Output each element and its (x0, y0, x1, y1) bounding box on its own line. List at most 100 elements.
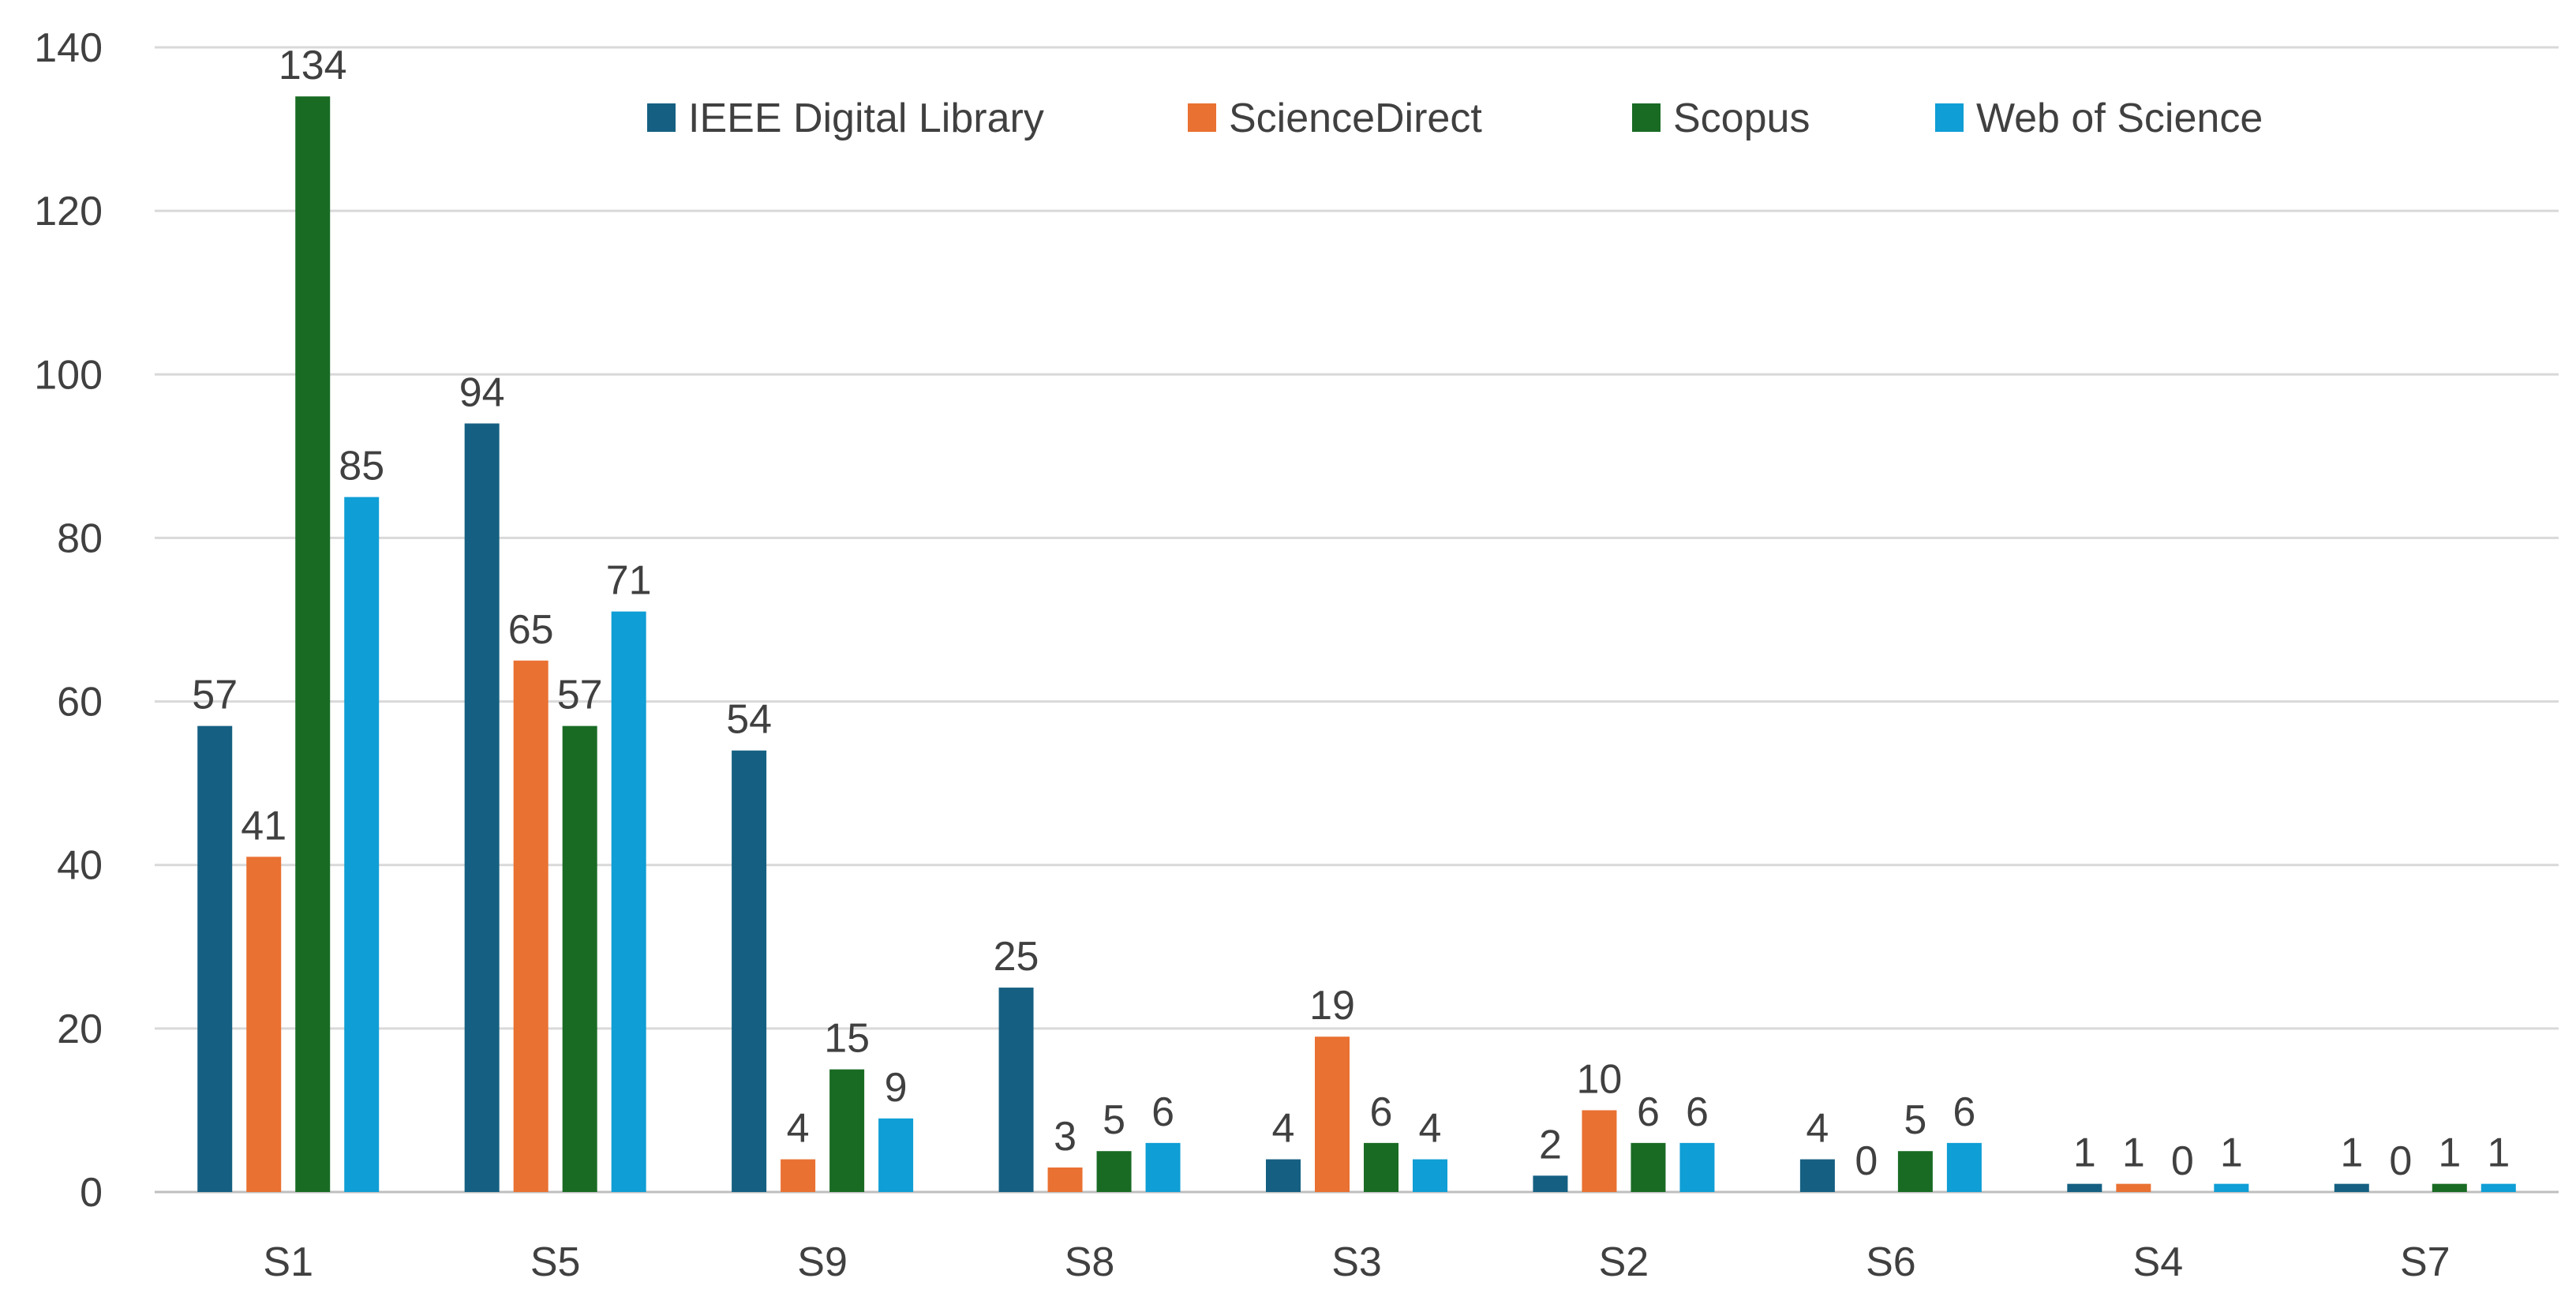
data-label: 57 (557, 673, 603, 718)
bar (1946, 1142, 1982, 1192)
data-label: 5 (1103, 1097, 1125, 1143)
data-label: 4 (1272, 1106, 1295, 1152)
data-label: 4 (1806, 1106, 1829, 1152)
legend-label: IEEE Digital Library (688, 96, 1044, 141)
x-category-label: S9 (797, 1239, 848, 1285)
x-category-label: S3 (1331, 1239, 1382, 1285)
data-label: 1 (2122, 1130, 2145, 1176)
bar (562, 725, 597, 1192)
x-category-label: S5 (530, 1239, 581, 1285)
bar (2481, 1183, 2516, 1192)
bar (464, 423, 500, 1192)
y-tick-label: 100 (34, 352, 103, 398)
data-label: 71 (606, 558, 652, 604)
y-tick-label: 20 (57, 1006, 103, 1052)
data-label: 15 (824, 1016, 870, 1062)
data-label: 1 (2340, 1130, 2363, 1176)
legend-label: Scopus (1673, 96, 1810, 141)
data-label: 0 (2171, 1138, 2194, 1184)
bar (1631, 1142, 1666, 1192)
bar (513, 660, 549, 1192)
data-label: 1 (2220, 1130, 2243, 1176)
y-tick-label: 80 (57, 515, 103, 561)
data-label: 41 (241, 803, 286, 849)
y-tick-label: 60 (57, 680, 103, 725)
x-category-label: S4 (2133, 1239, 2184, 1285)
x-category-label: S1 (263, 1239, 313, 1285)
data-label: 1 (2487, 1130, 2510, 1176)
legend-swatch (1632, 103, 1661, 132)
legend-swatch (1188, 103, 1216, 132)
data-label: 1 (2073, 1130, 2096, 1176)
bar (2214, 1183, 2249, 1192)
bar (1679, 1142, 1715, 1192)
y-tick-label: 120 (34, 189, 103, 234)
bar (1315, 1036, 1350, 1192)
data-label: 65 (508, 607, 554, 653)
bar (295, 96, 331, 1193)
data-label: 5 (1904, 1097, 1926, 1143)
gridlines (155, 46, 2559, 1194)
bar (2432, 1183, 2467, 1192)
bars (197, 96, 2516, 1193)
legend-swatch (1935, 103, 1964, 132)
bar (1096, 1151, 1132, 1192)
bar (1047, 1167, 1083, 1192)
bar (344, 497, 380, 1192)
x-category-label: S2 (1599, 1239, 1649, 1285)
data-label: 0 (2389, 1138, 2412, 1184)
data-label: 0 (1855, 1138, 1878, 1184)
y-tick-label: 140 (34, 25, 103, 71)
data-label: 6 (1370, 1089, 1393, 1135)
bar (1582, 1110, 1617, 1192)
data-label: 54 (726, 697, 772, 743)
bar (1799, 1159, 1835, 1192)
data-label: 1 (2438, 1130, 2461, 1176)
data-label: 9 (885, 1065, 908, 1111)
bar (1266, 1159, 1301, 1192)
y-axis-tick-labels: 0 20 40 60 80 100 120 140 (34, 25, 103, 1216)
data-label: 134 (279, 43, 347, 88)
data-label: 57 (192, 673, 238, 718)
data-label: 10 (1577, 1056, 1623, 1102)
data-label: 2 (1539, 1122, 1562, 1168)
x-category-label: S6 (1866, 1239, 1916, 1285)
legend-label: ScienceDirect (1229, 96, 1482, 141)
data-label: 6 (1637, 1089, 1660, 1135)
x-category-label: S7 (2400, 1239, 2451, 1285)
data-label: 4 (1419, 1106, 1442, 1152)
y-tick-label: 40 (57, 843, 103, 889)
data-label: 94 (459, 369, 505, 415)
legend-label: Web of Science (1976, 96, 2263, 141)
data-label: 6 (1151, 1089, 1174, 1135)
x-category-label: S8 (1065, 1239, 1115, 1285)
bar (829, 1069, 865, 1192)
bar (1364, 1142, 1398, 1192)
bar (1897, 1151, 1933, 1192)
data-label: 85 (339, 444, 384, 489)
bar (1145, 1142, 1181, 1192)
bar (878, 1118, 914, 1192)
x-axis-category-labels: S1 S5 S9 S8 S3 S2 S6 S4 S7 (263, 1239, 2450, 1285)
data-label: 3 (1054, 1114, 1076, 1160)
bar (2116, 1183, 2151, 1192)
bar (1533, 1175, 1568, 1192)
y-tick-label: 0 (80, 1170, 103, 1216)
data-label: 6 (1953, 1089, 1975, 1135)
data-label: 4 (787, 1106, 810, 1152)
bar (611, 611, 646, 1192)
bar (2334, 1183, 2369, 1192)
bar (197, 725, 233, 1192)
legend: IEEE Digital Library ScienceDirect Scopus W… (647, 96, 2263, 141)
bar (732, 750, 767, 1192)
bar (998, 988, 1034, 1192)
bar (2067, 1183, 2102, 1192)
bar (781, 1159, 816, 1192)
bar (246, 857, 282, 1192)
data-label: 19 (1309, 983, 1355, 1029)
bar (1413, 1159, 1447, 1192)
data-label: 6 (1686, 1089, 1709, 1135)
data-label: 25 (994, 934, 1039, 980)
